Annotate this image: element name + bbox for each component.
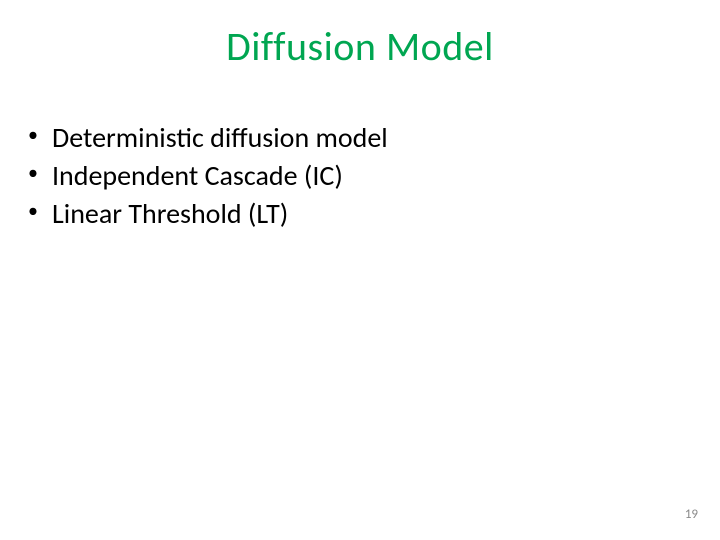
bullet-icon: • [28,157,52,190]
list-item: • Deterministic diffusion model [28,119,720,157]
bullet-text: Linear Threshold (LT) [52,195,288,233]
slide-content: • Deterministic diffusion model • Indepe… [0,71,720,232]
bullet-text: Independent Cascade (IC) [52,157,343,195]
bullet-text: Deterministic diffusion model [52,119,388,157]
bullet-icon: • [28,119,52,152]
bullet-icon: • [28,195,52,228]
slide-title: Diffusion Model [0,0,720,71]
bullet-list: • Deterministic diffusion model • Indepe… [28,119,720,232]
page-number: 19 [685,507,698,522]
list-item: • Independent Cascade (IC) [28,157,720,195]
list-item: • Linear Threshold (LT) [28,195,720,233]
